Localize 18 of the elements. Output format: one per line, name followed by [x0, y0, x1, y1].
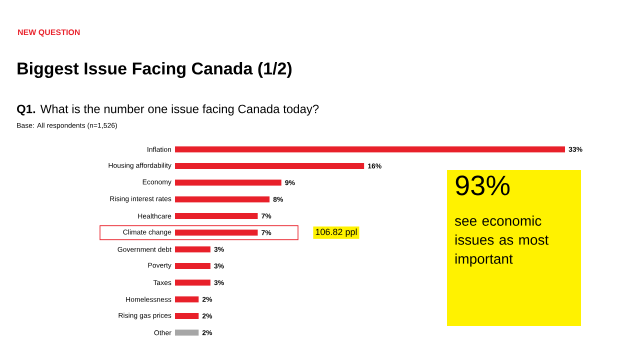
bar	[175, 330, 199, 336]
bar	[175, 213, 258, 219]
annotation: 106.82 ppl	[316, 228, 357, 237]
bar	[175, 146, 566, 152]
bar	[175, 246, 210, 252]
chart-title: Biggest Issue Facing Canada (1/2)	[18, 62, 292, 78]
bar	[175, 180, 282, 186]
bar	[175, 296, 199, 302]
bar	[175, 280, 210, 286]
text: NEW QUESTION	[18, 29, 80, 37]
annotation: 93%	[456, 176, 510, 196]
bar	[175, 163, 364, 169]
bar	[175, 263, 210, 270]
chart-subtitle: Q1. What is the number one issue facing Canada today?	[17, 104, 319, 116]
bar	[175, 313, 199, 319]
bar	[175, 230, 258, 236]
bar	[175, 196, 270, 202]
annotation: see economic issues as most important	[454, 216, 549, 267]
